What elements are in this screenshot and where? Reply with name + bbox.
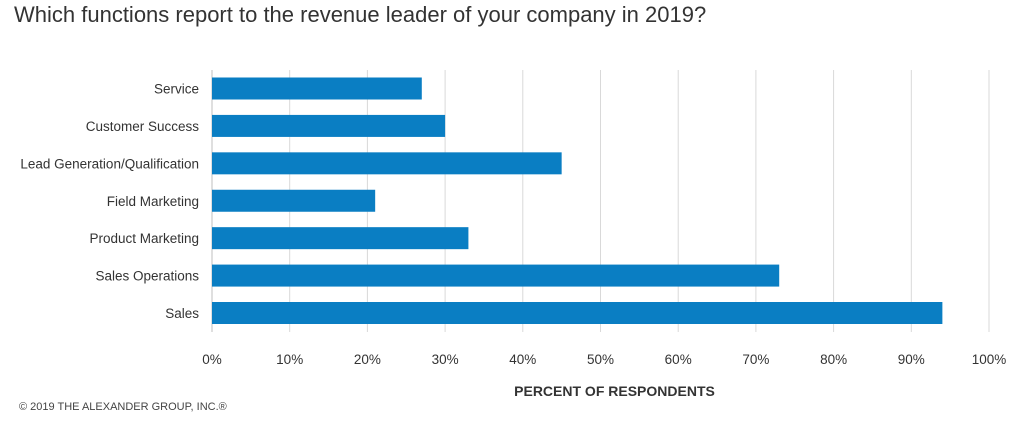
x-tick-label: 0%	[202, 352, 222, 367]
category-labels: Service Customer Success Lead Generation/Q…	[20, 82, 199, 322]
category-label: Product Marketing	[89, 231, 199, 246]
x-tick-label: 70%	[742, 352, 769, 367]
category-label: Lead Generation/Qualification	[20, 156, 199, 171]
x-tick-label: 20%	[354, 352, 381, 367]
category-label: Field Marketing	[107, 194, 199, 209]
bar	[212, 302, 943, 324]
category-label: Sales Operations	[95, 269, 199, 284]
x-tick-label: 30%	[432, 352, 459, 367]
tick-labels: 0% 10% 20% 30% 40% 50% 60% 70% 80% 90% 100%	[202, 352, 1006, 367]
x-tick-label: 80%	[820, 352, 847, 367]
bar	[212, 152, 562, 175]
chart-title: Which functions report to the revenue le…	[14, 2, 707, 27]
x-tick-label: 60%	[665, 352, 692, 367]
x-tick-label: 40%	[509, 352, 536, 367]
bar	[212, 189, 376, 212]
x-tick-label: 90%	[898, 352, 925, 367]
category-label: Sales	[165, 306, 199, 321]
x-tick-label: 10%	[276, 352, 303, 367]
bar	[212, 114, 446, 137]
bar	[212, 77, 422, 100]
x-tick-label: 50%	[587, 352, 614, 367]
x-axis-label: PERCENT OF RESPONDENTS	[514, 383, 715, 399]
bars	[212, 77, 943, 324]
copyright-notice: © 2019 THE ALEXANDER GROUP, INC.®	[19, 401, 227, 413]
x-tick-label: 100%	[972, 352, 1007, 367]
category-label: Service	[154, 82, 199, 97]
bar	[212, 264, 780, 287]
category-label: Customer Success	[86, 119, 200, 134]
bar	[212, 227, 469, 250]
